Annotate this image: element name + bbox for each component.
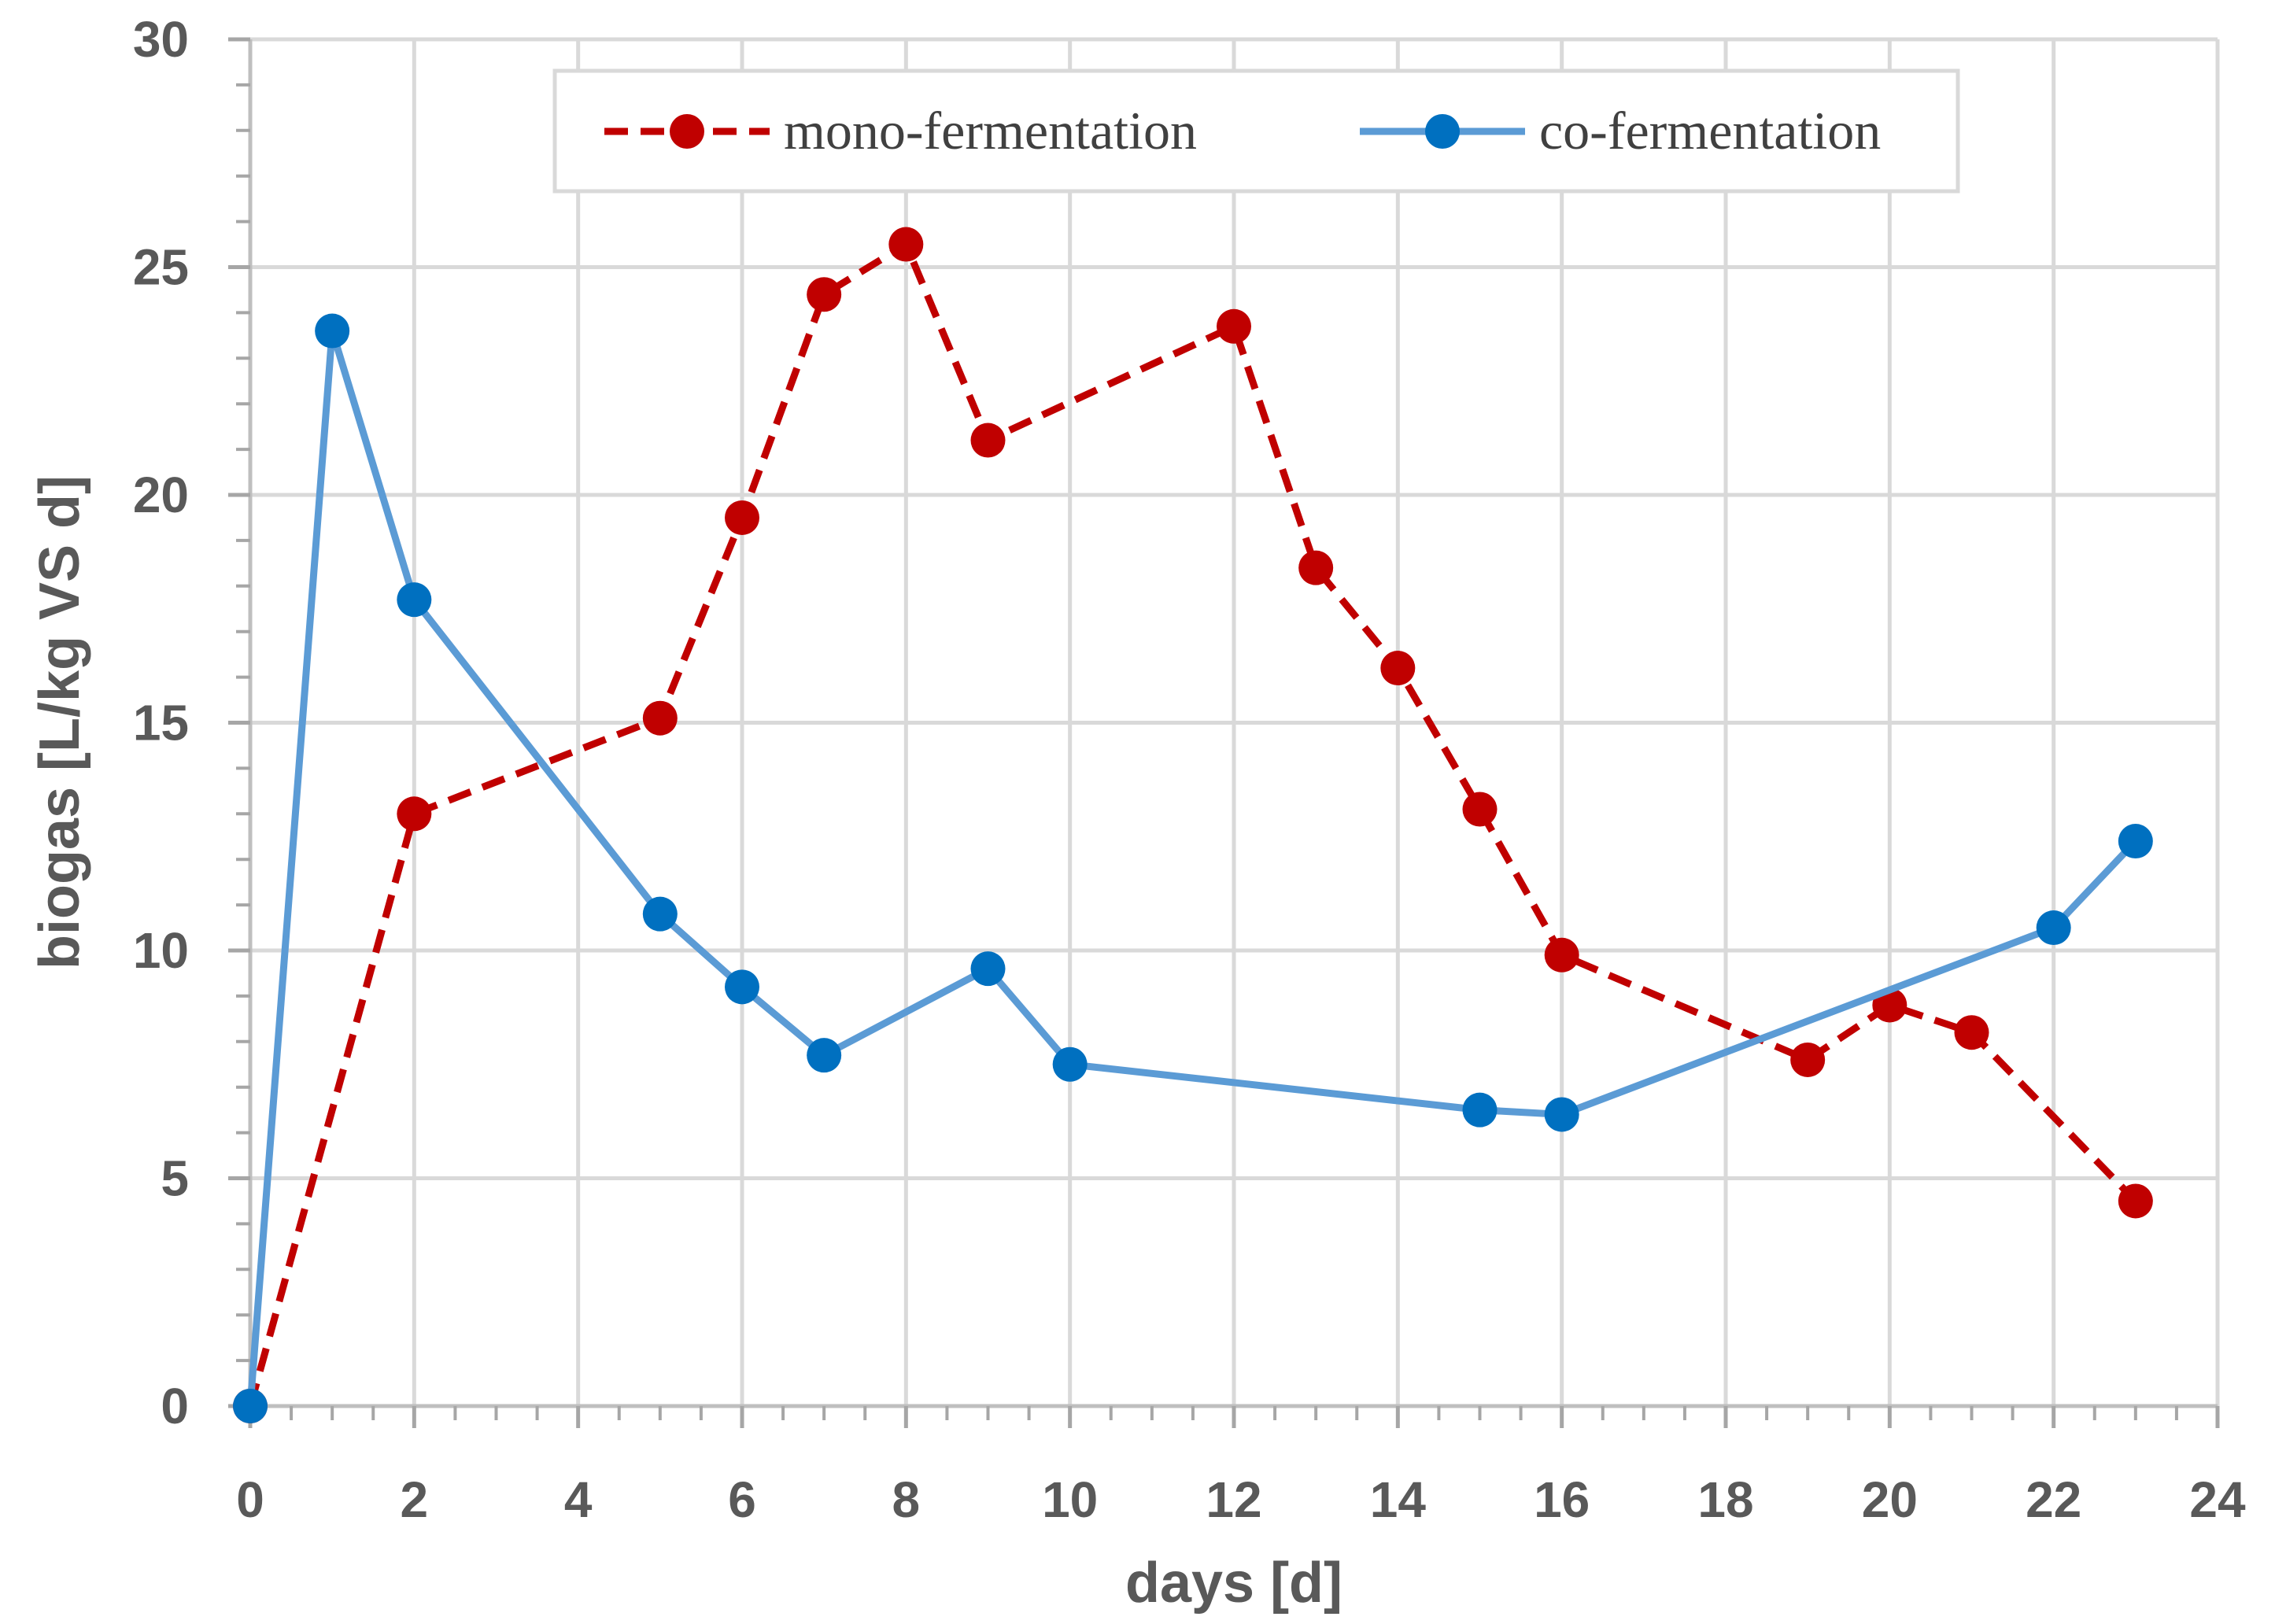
- legend-box: [552, 68, 1960, 194]
- series-line-mono-fermentation: [246, 241, 2139, 1408]
- x-tick-label: 10: [1042, 1471, 1098, 1528]
- x-axis-title: days [d]: [1125, 1552, 1342, 1615]
- legend-label: co-fermentation: [1539, 101, 1881, 161]
- y-tick-label: 0: [161, 1378, 189, 1434]
- data-point-co-fermentation: [1544, 1097, 1579, 1132]
- legend-swatch-marker: [1425, 114, 1460, 149]
- data-point-co-fermentation: [233, 1389, 268, 1423]
- x-tick-label: 16: [1534, 1471, 1590, 1528]
- data-point-mono-fermentation: [1462, 792, 1498, 827]
- x-tick-label: 14: [1370, 1471, 1427, 1528]
- y-tick-label: 15: [133, 695, 189, 751]
- data-point-co-fermentation: [1052, 1046, 1088, 1082]
- data-point-mono-fermentation: [397, 796, 432, 832]
- data-point-mono-fermentation: [1298, 550, 1334, 585]
- data-point-mono-fermentation: [970, 423, 1006, 458]
- x-tick-label: 6: [728, 1471, 756, 1528]
- y-axis-title: biogas [L/kg VS d]: [28, 475, 91, 969]
- data-point-co-fermentation: [315, 313, 350, 349]
- legend-label: mono-fermentation: [784, 101, 1197, 161]
- data-point-mono-fermentation: [888, 227, 924, 262]
- legend: mono-fermentation co-fermentation: [552, 68, 1960, 194]
- data-point-mono-fermentation: [1217, 308, 1251, 344]
- x-tick-label: 24: [2189, 1471, 2246, 1528]
- data-point-mono-fermentation: [1380, 651, 1416, 686]
- data-point-mono-fermentation: [725, 500, 759, 535]
- data-point-mono-fermentation: [1954, 1015, 1989, 1050]
- y-tick-label: 25: [133, 239, 189, 296]
- data-point-co-fermentation: [2036, 910, 2071, 946]
- x-tick-label: 12: [1206, 1471, 1261, 1528]
- data-point-co-fermentation: [642, 896, 678, 932]
- x-tick-label: 2: [401, 1471, 429, 1528]
- data-point-mono-fermentation: [807, 277, 842, 312]
- x-tick-label: 22: [2026, 1471, 2081, 1528]
- x-tick-label: 4: [564, 1471, 593, 1528]
- data-point-co-fermentation: [725, 969, 759, 1005]
- y-tick-label: 5: [161, 1150, 189, 1207]
- data-point-mono-fermentation: [2118, 1183, 2153, 1219]
- y-tick-label: 30: [133, 11, 189, 68]
- x-tick-label: 8: [892, 1471, 921, 1528]
- data-point-co-fermentation: [2118, 824, 2153, 859]
- series-line-co-fermentation: [246, 327, 2139, 1407]
- x-tick-label: 0: [236, 1471, 264, 1528]
- data-point-co-fermentation: [397, 582, 432, 618]
- data-point-mono-fermentation: [642, 700, 678, 736]
- series-layer: [233, 227, 2153, 1423]
- x-tick-label: 18: [1697, 1471, 1753, 1528]
- series-co-fermentation: [233, 313, 2153, 1423]
- data-point-mono-fermentation: [1790, 1042, 1826, 1077]
- data-point-co-fermentation: [807, 1038, 842, 1073]
- x-tick-label: 20: [1862, 1471, 1918, 1528]
- data-point-co-fermentation: [970, 951, 1006, 987]
- data-point-co-fermentation: [1462, 1092, 1498, 1128]
- data-point-mono-fermentation: [1544, 937, 1579, 973]
- legend-swatch-marker: [670, 114, 704, 149]
- y-tick-label: 20: [133, 467, 189, 523]
- y-tick-label: 10: [133, 922, 189, 979]
